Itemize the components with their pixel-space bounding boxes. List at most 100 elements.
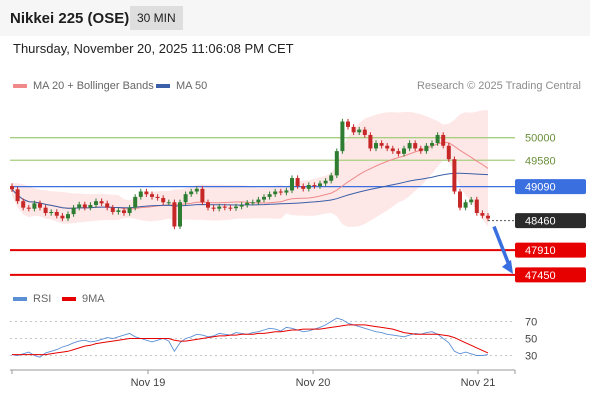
rsi-line — [11, 317, 489, 358]
candle-body — [346, 121, 350, 127]
timeframe-badge[interactable]: 30 MIN — [130, 6, 183, 30]
candle-body — [211, 207, 216, 209]
candle-body — [183, 194, 188, 203]
level-badge-47450 — [515, 267, 586, 283]
candle-body — [396, 151, 401, 154]
chart-header: Nikkei 225 (OSE) 30 MIN — [0, 0, 590, 36]
candle-body — [178, 202, 182, 227]
candle-body — [32, 203, 37, 209]
credit-text: Research © 2025 Trading Central — [416, 80, 581, 92]
candle-body — [110, 207, 115, 212]
candle-body — [15, 189, 20, 202]
candle-body — [323, 180, 328, 184]
candle-body — [312, 185, 317, 187]
candle-body — [357, 129, 362, 133]
rsi-tick-label-70: 70 — [525, 317, 537, 329]
candle-body — [138, 191, 143, 197]
candle-body — [122, 210, 126, 214]
current-price-badge — [515, 213, 586, 229]
candle-body — [49, 211, 54, 214]
candle-body — [21, 201, 26, 208]
candle-body — [127, 207, 132, 214]
candle-body — [362, 129, 367, 135]
rsi-tick-label-50: 50 — [525, 334, 537, 346]
candle-body — [374, 143, 378, 149]
candle-body — [351, 126, 356, 133]
candle-body — [480, 213, 485, 216]
candle-body — [43, 207, 48, 214]
rsi-swatch — [13, 297, 27, 302]
candle-body — [486, 215, 490, 219]
candle-body — [54, 211, 59, 216]
candle-body — [206, 202, 210, 208]
candle-body — [150, 194, 154, 197]
candle-body — [105, 203, 110, 208]
candle-body — [474, 199, 479, 214]
rsi-tick-label-30: 30 — [525, 351, 537, 363]
candle-body — [166, 202, 171, 204]
candle-body — [256, 199, 261, 203]
x-axis-label-1: Nov 19 — [131, 377, 166, 389]
candle-body — [418, 148, 423, 152]
candle-body — [228, 207, 233, 209]
candle-body — [217, 206, 222, 209]
candle-body — [245, 202, 250, 205]
candle-body — [273, 191, 278, 195]
candle-body — [144, 191, 149, 195]
candle-body — [446, 145, 451, 160]
candle-body — [239, 204, 244, 207]
ma50-swatch — [156, 84, 170, 89]
candle-body — [295, 178, 300, 187]
level-label-47450: 47450 — [525, 270, 556, 282]
forecast-arrow-shaft — [492, 225, 511, 266]
9ma-swatch — [62, 297, 76, 302]
candle-body — [301, 186, 306, 189]
level-label-49090: 49090 — [525, 182, 556, 194]
candle-body — [424, 145, 429, 152]
candle-body — [430, 143, 434, 146]
candle-body — [368, 134, 373, 149]
candle-body — [334, 151, 339, 176]
legend-9ma-label: 9MA — [82, 293, 105, 305]
candle-body — [407, 143, 412, 149]
candle-body — [284, 190, 289, 193]
candle-body — [77, 204, 82, 208]
current-price-label: 48460 — [525, 216, 556, 228]
legend-rsi-label: RSI — [33, 293, 52, 305]
candle-body — [189, 191, 194, 195]
legend-rsi: RSI — [13, 293, 51, 305]
timestamp: Thursday, November 20, 2025 11:06:08 PM … — [13, 41, 294, 56]
candle-body — [385, 145, 390, 149]
candle-body — [234, 206, 238, 209]
candle-body — [278, 191, 283, 193]
x-axis-label-3: Nov 21 — [461, 377, 496, 389]
candle-body — [402, 148, 406, 154]
candle-body — [262, 196, 266, 200]
candle-body — [71, 207, 76, 215]
candle-body — [267, 194, 272, 197]
candle-body — [200, 188, 205, 203]
candle-body — [82, 204, 87, 208]
candle-body — [458, 191, 462, 208]
candle-body — [116, 210, 121, 212]
candle-body — [155, 196, 160, 198]
candle-body — [66, 214, 70, 219]
candle-body — [222, 206, 227, 208]
candle-body — [133, 196, 138, 208]
legend-ma20-label: MA 20 + Bollinger Bands — [33, 80, 154, 92]
legend-ma50: MA 50 — [156, 80, 207, 92]
bollinger-band — [12, 110, 488, 227]
candle-body — [38, 203, 42, 208]
candle-body — [452, 159, 457, 192]
candle-body — [463, 202, 468, 208]
candle-body — [379, 143, 384, 146]
candle-body — [469, 199, 474, 203]
candle-body — [94, 201, 98, 205]
candle-body — [60, 215, 65, 219]
level-label-49580: 49580 — [525, 155, 556, 167]
candle-body — [390, 148, 395, 152]
ma20-swatch — [13, 84, 27, 89]
level-badge-49090 — [515, 179, 586, 195]
